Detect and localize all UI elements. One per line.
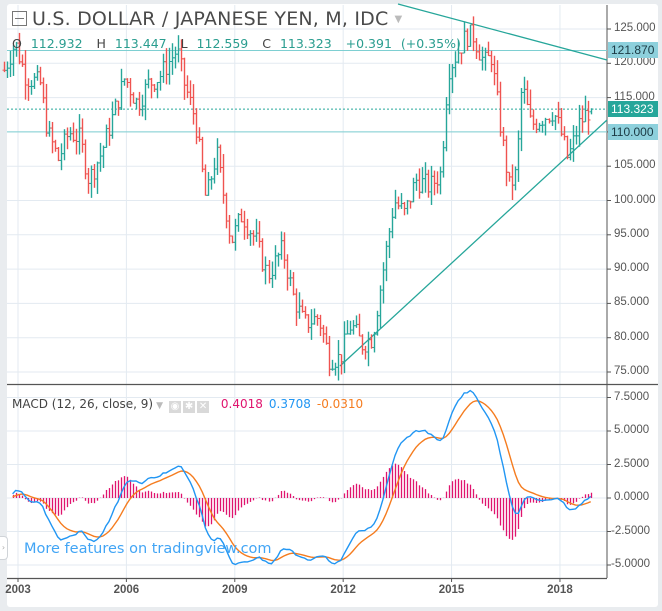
time-tick-label: 2018 xyxy=(547,584,573,596)
support-level-badge: 110.000 xyxy=(608,124,658,140)
price-tick-label: 90.000 xyxy=(614,262,650,275)
expand-panel-button[interactable]: › xyxy=(0,536,8,560)
macd-tick-label: 5.0000 xyxy=(614,424,650,436)
open-label: O xyxy=(12,36,22,51)
symbol-title: U.S. DOLLAR / JAPANESE YEN, M, IDC xyxy=(32,8,389,30)
ohlc-legend: O 112.932 H 113.447 L 112.559 C 113.323 … xyxy=(12,36,466,51)
price-tick-label: 125.000 xyxy=(614,22,656,34)
time-tick-label: 2006 xyxy=(113,584,140,596)
change-value: +0.391 xyxy=(345,36,392,51)
eye-icon[interactable]: ◉ xyxy=(169,401,182,413)
macd-tick-label: 2.5000 xyxy=(614,457,650,470)
time-tick-label: 2012 xyxy=(330,584,356,596)
low-label: L xyxy=(180,36,188,51)
time-tick-label: 2009 xyxy=(221,584,248,596)
collapse-legend-icon[interactable] xyxy=(12,11,27,26)
macd-label[interactable]: MACD (12, 26, close, 9) xyxy=(12,397,154,411)
resistance-level-badge: 121.870 xyxy=(608,42,658,58)
macd-tick-label: 0.0000 xyxy=(614,491,650,503)
chevron-down-icon[interactable]: ▼ xyxy=(156,401,164,411)
macd-legend: MACD (12, 26, close, 9) ▼ ◉ ✱ ✕ 0.4018 0.3708… xyxy=(12,397,363,413)
price-tick-label: 85.000 xyxy=(614,296,650,309)
price-tick-label: 100.000 xyxy=(614,193,656,206)
price-tick-label: 75.000 xyxy=(614,365,650,377)
last-price-badge: 113.323 xyxy=(608,101,658,117)
chart-title: U.S. DOLLAR / JAPANESE YEN, M, IDC ▼ xyxy=(12,8,402,30)
price-tick-label: 120.000 xyxy=(614,56,656,69)
signal-value: 0.3708 xyxy=(268,397,311,411)
change-percent: (+0.35%) xyxy=(400,36,461,51)
gear-icon[interactable]: ✱ xyxy=(183,401,196,413)
macd-tick-label: 7.5000 xyxy=(614,390,650,403)
chevron-down-icon[interactable]: ▼ xyxy=(394,14,403,25)
time-tick-label: 2015 xyxy=(438,584,465,596)
price-tick-label: 115.000 xyxy=(614,90,655,103)
macd-value: 0.4018 xyxy=(220,397,263,411)
watermark-link[interactable]: More features on tradingview.com xyxy=(24,541,272,557)
histogram-value: -0.0310 xyxy=(316,397,364,411)
macd-tick-label: -2.5000 xyxy=(611,524,651,537)
low-value: 112.559 xyxy=(196,36,249,51)
high-value: 113.447 xyxy=(114,36,167,51)
close-icon[interactable]: ✕ xyxy=(197,401,210,413)
price-tick-label: 80.000 xyxy=(614,330,650,343)
macd-tick-label: -5.0000 xyxy=(611,558,651,570)
time-tick-label: 2003 xyxy=(5,584,31,596)
high-label: H xyxy=(96,36,106,51)
close-value: 113.323 xyxy=(279,36,332,51)
open-value: 112.932 xyxy=(30,36,83,51)
close-label: C xyxy=(262,36,271,51)
price-tick-label: 105.000 xyxy=(614,159,656,172)
price-tick-label: 95.000 xyxy=(614,227,650,240)
